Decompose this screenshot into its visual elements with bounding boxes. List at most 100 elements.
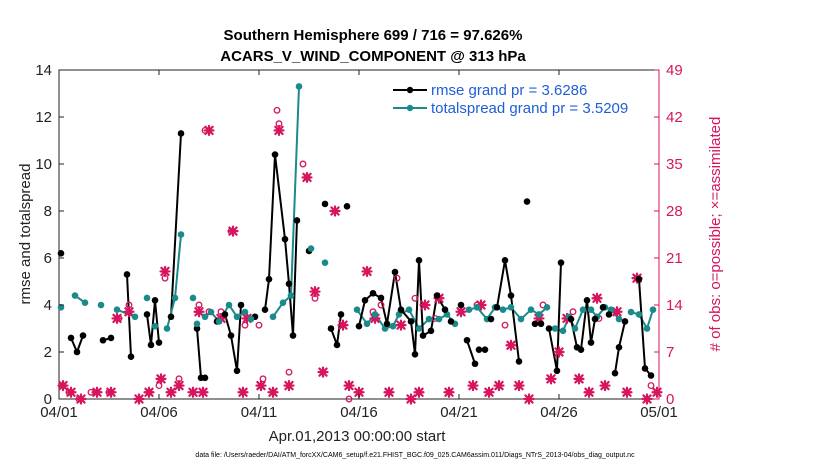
rmse-point bbox=[419, 332, 427, 339]
obs-assimilated-marker bbox=[155, 373, 167, 385]
obs-count-markers bbox=[57, 106, 663, 405]
obs-assimilated-marker bbox=[133, 393, 145, 405]
spread-point bbox=[363, 320, 371, 328]
spread-line bbox=[630, 309, 654, 331]
rmse-point bbox=[233, 367, 241, 375]
obs-assimilated-marker bbox=[165, 386, 177, 398]
spread-point bbox=[241, 308, 249, 316]
obs-assimilated-marker bbox=[419, 299, 431, 311]
obs-assimilated-marker bbox=[215, 312, 227, 325]
rmse-point bbox=[537, 320, 545, 328]
rmse-point bbox=[221, 311, 229, 318]
x-tick-label: 04/01 bbox=[40, 404, 78, 421]
obs-possible-marker bbox=[345, 395, 353, 403]
spread-point bbox=[247, 315, 255, 323]
obs-assimilated-marker bbox=[337, 319, 349, 331]
obs-assimilated-marker bbox=[187, 386, 199, 398]
obs-assimilated-marker bbox=[553, 346, 565, 358]
spread-point bbox=[287, 292, 295, 299]
spread-point bbox=[113, 306, 121, 314]
rmse-point bbox=[493, 304, 501, 311]
spread-point bbox=[81, 299, 89, 306]
y-tick-label: 8 bbox=[44, 203, 52, 220]
spread-point bbox=[587, 306, 595, 314]
rmse-point bbox=[361, 297, 369, 304]
rmse-point bbox=[397, 306, 405, 314]
rmse-point bbox=[285, 280, 293, 288]
obs-assimilated-marker bbox=[591, 292, 603, 304]
y-tick-label: 4 bbox=[44, 297, 52, 314]
rmse-point bbox=[411, 351, 419, 358]
spread-point bbox=[171, 294, 179, 302]
rmse-point bbox=[265, 275, 273, 283]
rmse-point bbox=[99, 336, 107, 344]
rmse-point bbox=[73, 348, 81, 356]
rmse-point bbox=[343, 203, 351, 210]
rmse-point bbox=[369, 289, 377, 297]
chart-title: Southern Hemisphere 699 / 716 = 97.626% bbox=[224, 27, 523, 44]
obs-possible-marker bbox=[647, 382, 655, 390]
y-right-tick-label: 21 bbox=[666, 250, 683, 267]
rmse-point bbox=[327, 325, 335, 332]
spread-point bbox=[97, 301, 105, 309]
rmse-line bbox=[466, 339, 476, 365]
rmse-point bbox=[427, 327, 435, 335]
obs-assimilated-marker bbox=[433, 292, 445, 304]
rmse-line bbox=[570, 300, 596, 352]
x-tick-label: 04/11 bbox=[241, 404, 277, 421]
rmse-point bbox=[67, 334, 75, 342]
rmse-point bbox=[193, 325, 201, 332]
rmse-point bbox=[447, 318, 455, 325]
spread-point bbox=[405, 306, 413, 314]
obs-assimilated-marker bbox=[573, 373, 585, 385]
rmse-point bbox=[553, 367, 561, 375]
spread-line bbox=[468, 306, 548, 321]
rmse-point bbox=[333, 341, 341, 349]
spread-point bbox=[201, 313, 209, 321]
rmse-point bbox=[647, 372, 655, 379]
obs-assimilated-marker bbox=[533, 312, 545, 325]
obs-assimilated-marker bbox=[621, 386, 633, 398]
obs-assimilated-marker bbox=[413, 386, 425, 398]
legend-spread-marker bbox=[406, 104, 414, 112]
legend: rmse grand pr = 3.6286 totalspread grand… bbox=[393, 82, 628, 117]
obs-assimilated-marker bbox=[159, 265, 171, 278]
spread-point bbox=[435, 315, 443, 323]
rmse-point bbox=[391, 268, 399, 276]
spread-point bbox=[517, 315, 525, 323]
obs-assimilated-marker bbox=[105, 386, 117, 398]
spread-point bbox=[353, 306, 361, 314]
y-tick-label: 10 bbox=[35, 156, 52, 173]
obs-assimilated-marker bbox=[91, 386, 103, 398]
rmse-point bbox=[355, 322, 363, 330]
rmse-point bbox=[463, 336, 471, 344]
obs-possible-marker bbox=[259, 375, 267, 383]
y-tick-label: 12 bbox=[35, 109, 52, 126]
obs-assimilated-marker bbox=[523, 393, 535, 405]
rmse-point bbox=[641, 365, 649, 372]
rmse-point bbox=[127, 353, 135, 361]
spread-point bbox=[371, 311, 379, 318]
spread-point bbox=[627, 308, 635, 316]
obs-assimilated-marker bbox=[237, 386, 249, 398]
obs-assimilated-marker bbox=[255, 379, 267, 392]
spread-point bbox=[131, 313, 139, 321]
spread-point bbox=[415, 325, 423, 332]
x-tick-label: 05/01 bbox=[640, 404, 678, 421]
spread-point bbox=[279, 299, 287, 306]
y-right-tick-label: 28 bbox=[666, 203, 683, 220]
spread-point bbox=[233, 313, 241, 321]
rmse-point bbox=[557, 259, 565, 267]
rmse-point bbox=[271, 151, 279, 158]
x-axis: 04/01 04/06 04/11 04/16 04/21 04/26 05/01 bbox=[40, 70, 678, 421]
rmse-point bbox=[515, 358, 523, 365]
y-right-tick-label: 35 bbox=[666, 156, 683, 173]
rmse-point bbox=[621, 318, 629, 325]
rmse-point bbox=[635, 275, 643, 283]
spread-point bbox=[543, 304, 551, 311]
obs-possible-marker bbox=[377, 301, 385, 309]
spread-point bbox=[57, 304, 65, 311]
spread-point bbox=[215, 318, 223, 325]
y-tick-label: 0 bbox=[44, 391, 52, 408]
rmse-line bbox=[170, 133, 182, 317]
